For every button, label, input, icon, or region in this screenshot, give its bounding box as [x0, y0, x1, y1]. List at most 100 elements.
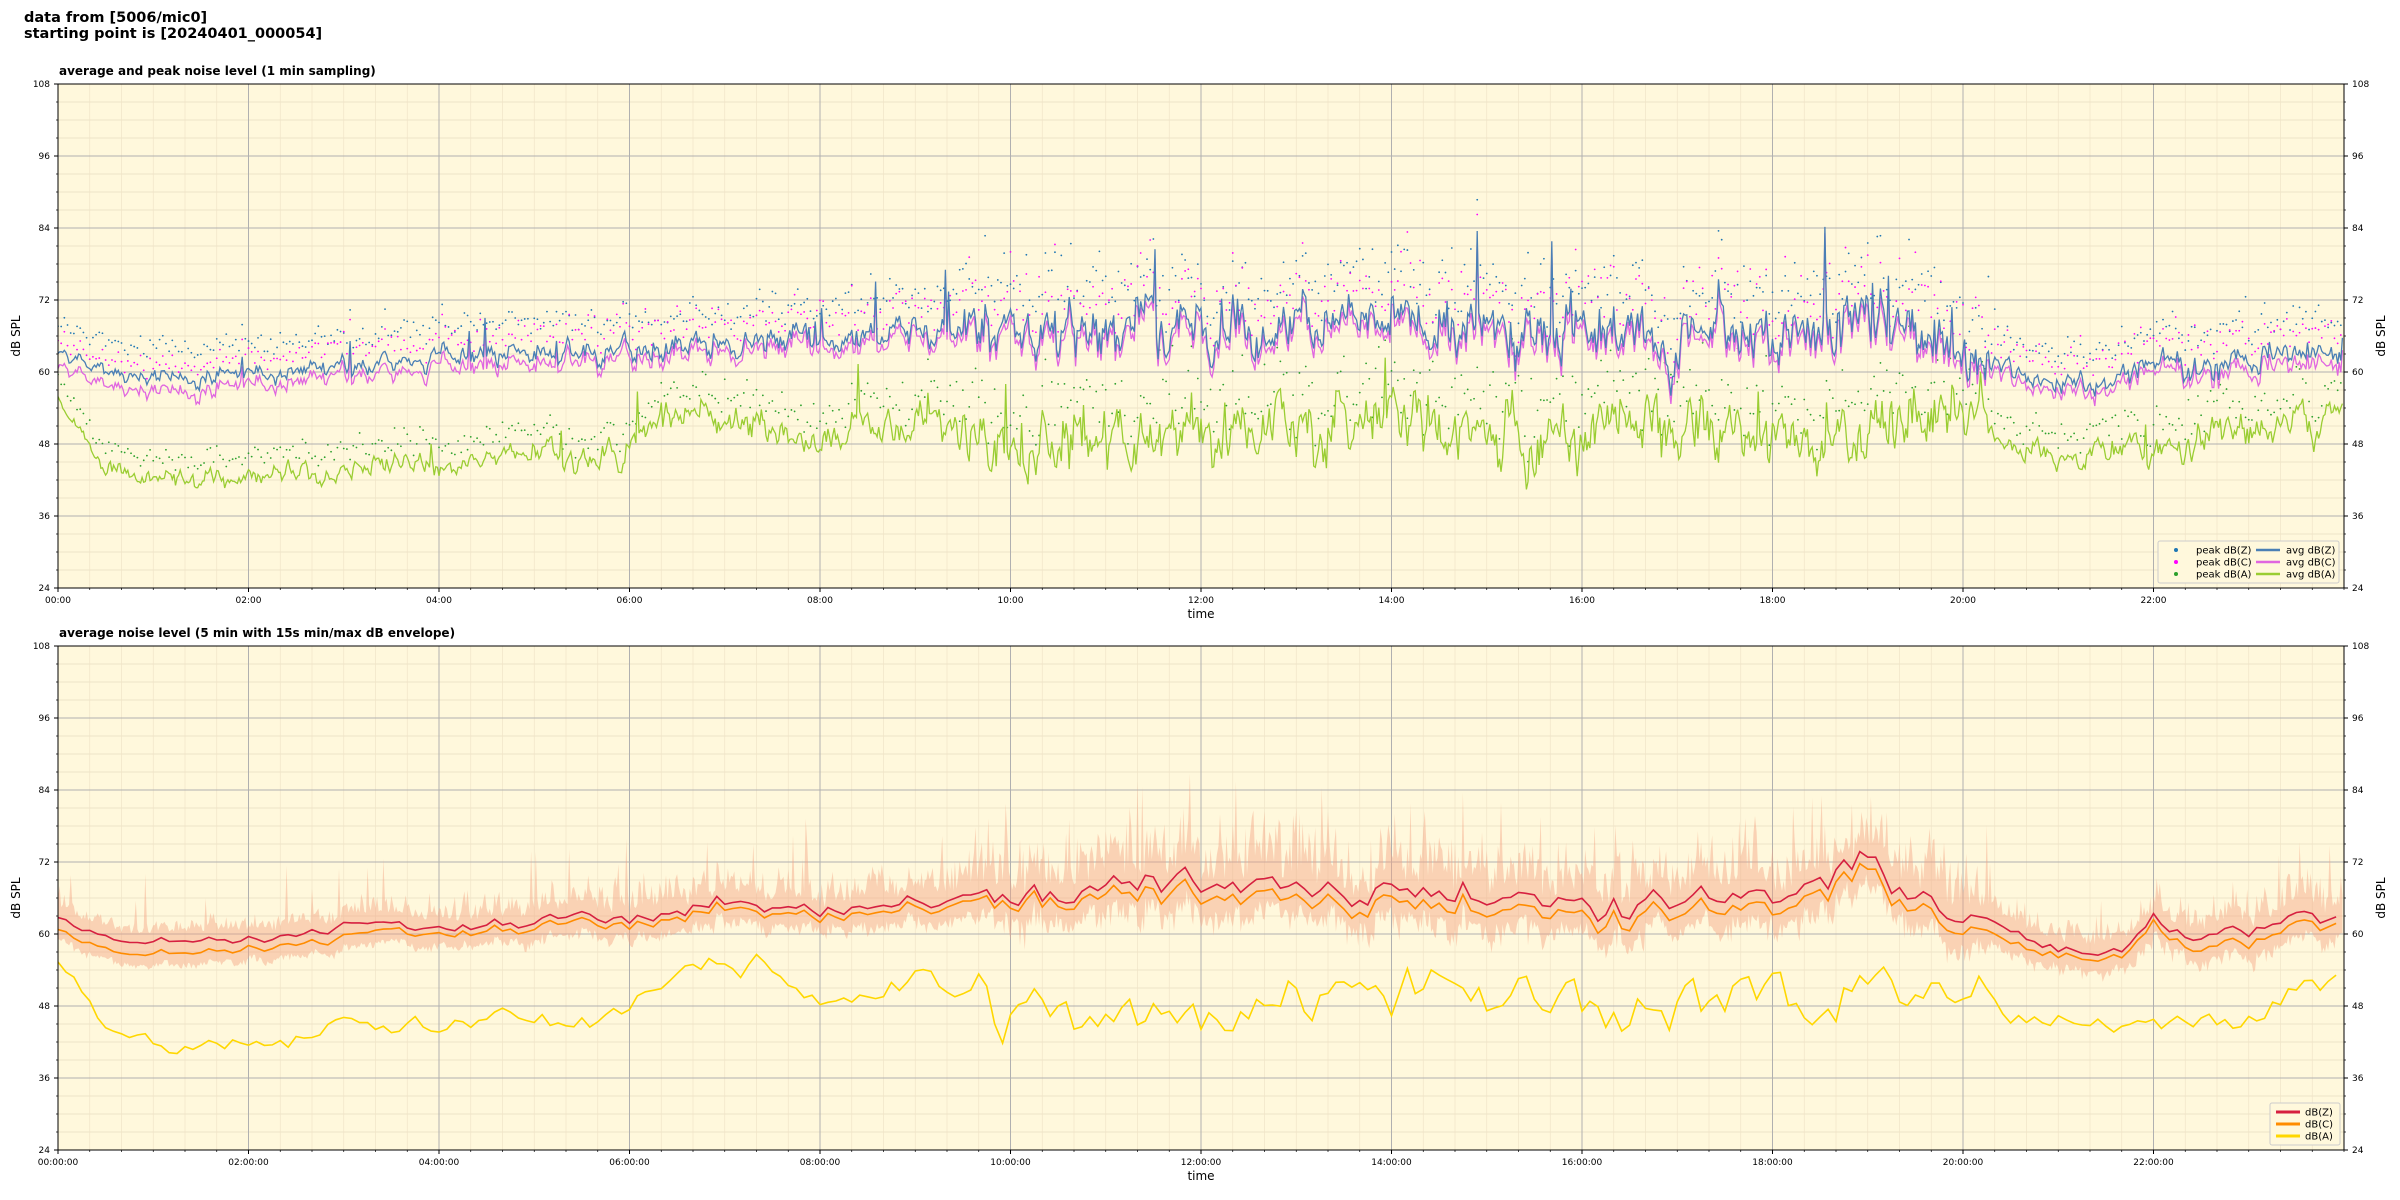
peak-point: [800, 313, 802, 316]
peak-point: [1254, 413, 1256, 415]
peak-point: [1587, 282, 1590, 285]
peak-point: [847, 311, 850, 314]
peak-point: [393, 330, 396, 333]
peak-point: [212, 349, 215, 352]
peak-point: [952, 288, 955, 291]
peak-point: [546, 422, 548, 425]
peak-point: [1212, 317, 1215, 320]
peak-point: [1654, 377, 1656, 380]
peak-point: [1196, 277, 1199, 280]
peak-point: [2257, 328, 2260, 331]
peak-point: [1562, 375, 1564, 378]
peak-point: [2333, 324, 2336, 327]
peak-point: [1457, 413, 1460, 416]
peak-point: [1393, 361, 1396, 364]
peak-point: [1038, 275, 1040, 278]
peak-point: [2254, 331, 2257, 333]
peak-point: [1250, 334, 1253, 337]
peak-point: [1911, 386, 1914, 389]
peak-point: [644, 311, 647, 313]
x-tick-label: 16:00:00: [1562, 1158, 1603, 1168]
peak-point: [1139, 276, 1142, 278]
peak-point: [596, 448, 599, 451]
peak-point: [1749, 280, 1752, 283]
peak-point: [1771, 320, 1774, 323]
peak-point: [1984, 340, 1987, 343]
peak-point: [1381, 396, 1383, 399]
peak-point: [1117, 313, 1120, 316]
peak-point: [276, 346, 278, 349]
peak-point: [1787, 310, 1790, 312]
peak-point: [619, 450, 621, 453]
peak-point: [955, 292, 958, 295]
peak-point: [1866, 242, 1869, 244]
peak-point: [2104, 344, 2107, 347]
peak-point: [641, 326, 644, 329]
peak-point: [1701, 292, 1704, 295]
peak-point: [1717, 257, 1720, 259]
peak-point: [1727, 283, 1729, 286]
peak-point: [2324, 325, 2326, 328]
peak-point: [1362, 258, 1364, 261]
peak-point: [1269, 322, 1272, 325]
peak-point: [1225, 404, 1228, 407]
peak-point: [1857, 390, 1860, 393]
peak-point: [384, 450, 386, 453]
peak-point: [1876, 394, 1879, 397]
peak-point: [387, 334, 390, 337]
peak-point: [828, 325, 831, 328]
peak-point: [1679, 312, 1682, 315]
peak-point: [650, 344, 653, 346]
peak-point: [723, 323, 726, 326]
peak-point: [1101, 292, 1104, 295]
peak-point: [352, 346, 355, 349]
peak-point: [1228, 428, 1231, 431]
peak-point: [326, 342, 329, 345]
peak-point: [863, 311, 866, 314]
peak-point: [1184, 270, 1187, 272]
peak-point: [819, 420, 821, 423]
peak-point: [927, 358, 929, 361]
peak-point: [1530, 305, 1533, 307]
peak-point: [1666, 352, 1669, 354]
peak-point: [1581, 287, 1583, 289]
peak-point: [2051, 366, 2053, 368]
peak-point: [2016, 341, 2018, 344]
peak-point: [492, 441, 494, 443]
peak-point: [1403, 248, 1406, 251]
peak-point: [1050, 295, 1053, 298]
peak-point: [2057, 447, 2060, 449]
peak-point: [1082, 305, 1085, 308]
peak-point: [641, 321, 644, 324]
peak-point: [682, 394, 685, 397]
peak-point: [1231, 260, 1234, 263]
x-tick-label: 12:00: [1188, 596, 1214, 606]
peak-point: [533, 323, 536, 325]
peak-point: [2276, 399, 2279, 402]
peak-point: [228, 459, 231, 462]
y-tick-label: 96: [39, 714, 51, 724]
peak-point: [260, 456, 263, 459]
peak-point: [622, 302, 625, 305]
peak-point: [298, 346, 301, 349]
peak-point: [1711, 274, 1714, 277]
peak-point: [2314, 310, 2317, 313]
peak-point: [739, 404, 742, 407]
peak-point: [2165, 415, 2168, 418]
peak-point: [184, 340, 186, 343]
peak-point: [2044, 356, 2047, 359]
peak-point: [2178, 337, 2180, 340]
peak-point: [1717, 418, 1720, 421]
peak-point: [1781, 385, 1783, 388]
peak-point: [244, 337, 247, 340]
peak-point: [679, 396, 682, 398]
peak-point: [177, 456, 180, 459]
peak-point: [2279, 407, 2282, 410]
peak-point: [828, 404, 831, 407]
peak-point: [1079, 386, 1082, 389]
peak-point: [273, 447, 275, 450]
y-tick-label: 108: [2352, 80, 2369, 90]
peak-point: [317, 342, 320, 345]
peak-point: [1568, 286, 1571, 289]
peak-point: [1584, 412, 1587, 415]
